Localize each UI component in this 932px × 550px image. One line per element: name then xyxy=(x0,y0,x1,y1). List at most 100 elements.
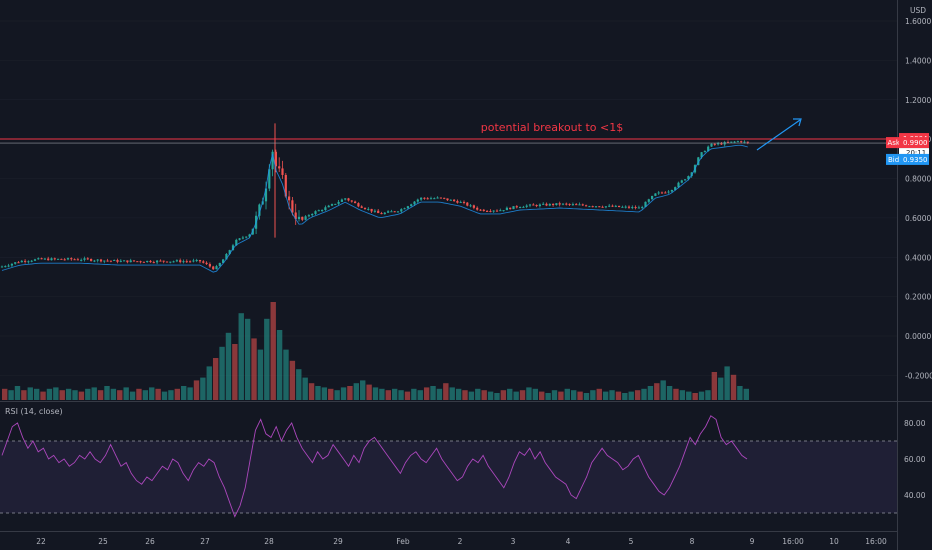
candle-body xyxy=(462,201,466,203)
volume-bar xyxy=(212,358,219,400)
candle-body xyxy=(571,204,574,206)
candle-body xyxy=(545,203,548,206)
volume-bar xyxy=(475,388,481,400)
candle-body xyxy=(443,197,446,199)
candle-body xyxy=(103,260,106,262)
candle-body xyxy=(139,261,142,263)
volume-bar xyxy=(97,390,104,400)
candle-body xyxy=(429,198,433,200)
rsi-tick-label: 60.00 xyxy=(904,455,926,464)
candle-body xyxy=(99,259,103,262)
volume-bar xyxy=(570,390,577,400)
volume-bar xyxy=(347,386,353,400)
rsi-pane[interactable] xyxy=(0,415,897,518)
candle-body xyxy=(588,206,591,208)
candle-body xyxy=(519,206,522,208)
volume-bar xyxy=(622,393,628,400)
candle-body xyxy=(330,204,334,206)
candle-body xyxy=(268,169,271,189)
candle-body xyxy=(30,260,33,262)
candle-body xyxy=(621,206,624,208)
candle-body xyxy=(278,166,281,169)
rsi-tick-label: 40.00 xyxy=(904,491,926,500)
candle-body xyxy=(284,174,287,197)
volume-bar xyxy=(526,387,532,400)
candle-body xyxy=(495,210,499,212)
candle-body xyxy=(66,258,70,260)
candle-body xyxy=(40,258,43,260)
candle-body xyxy=(538,204,541,207)
candle-body xyxy=(83,258,86,260)
candle-body xyxy=(736,141,739,143)
time-tick-label: 29 xyxy=(333,537,343,546)
candle-body xyxy=(93,260,96,262)
volume-bar xyxy=(679,390,686,400)
candle-body xyxy=(208,264,211,267)
volume-bar xyxy=(449,387,455,400)
candle-body xyxy=(707,146,710,152)
candle-body xyxy=(730,141,733,143)
candle-body xyxy=(238,238,241,240)
candle-body xyxy=(568,203,571,205)
candle-body xyxy=(387,211,390,213)
candle-body xyxy=(377,210,380,214)
breakout-arrow[interactable] xyxy=(756,118,802,151)
candle-body xyxy=(202,261,205,263)
volume-bar xyxy=(238,313,244,400)
candle-body xyxy=(565,203,568,205)
svg-text:Ask: Ask xyxy=(888,139,901,147)
candle-body xyxy=(317,210,320,212)
candle-body xyxy=(367,208,370,210)
candle-body xyxy=(344,198,347,200)
volume-bar xyxy=(577,391,583,400)
time-tick-label: 2 xyxy=(458,537,463,546)
candle-body xyxy=(76,259,79,261)
candle-body xyxy=(631,207,634,209)
candle-body xyxy=(235,239,238,246)
candle-body xyxy=(416,199,419,202)
candle-body xyxy=(509,207,512,210)
candle-body xyxy=(321,210,324,212)
candle-body xyxy=(357,203,360,207)
svg-text:0.9900: 0.9900 xyxy=(903,139,928,147)
volume-bar xyxy=(232,344,238,400)
moving-average-line xyxy=(1,144,748,273)
volume-bar xyxy=(46,388,53,400)
candle-body xyxy=(43,258,46,260)
volume-bar xyxy=(737,386,743,400)
candle-body xyxy=(228,250,231,254)
volume-bar xyxy=(155,388,161,400)
time-tick-label: 5 xyxy=(629,537,634,546)
time-tick-label: 3 xyxy=(511,537,516,546)
candle-body xyxy=(258,204,261,216)
volume-bar xyxy=(187,387,193,400)
candle-body xyxy=(24,260,27,262)
svg-text:20:11: 20:11 xyxy=(906,149,926,157)
candle-body xyxy=(618,205,621,208)
candle-body xyxy=(152,262,155,264)
candle-body xyxy=(697,157,700,166)
candle-body xyxy=(169,261,172,263)
volume-bar xyxy=(117,390,123,400)
candle-body xyxy=(241,237,244,239)
time-scale[interactable]: 22 25 26 27 28 29 Feb 2 3 4 5 8 9 16:00 10 16:00 xyxy=(36,537,887,546)
volume-bar xyxy=(673,388,679,400)
price-tick-label: 1.2000 xyxy=(905,96,931,105)
annotation-text[interactable]: potential breakout to <1$ xyxy=(481,121,623,134)
volume-bar xyxy=(666,386,673,400)
rsi-scale[interactable]: 80.00 60.00 40.00 xyxy=(904,419,926,500)
candle-body xyxy=(476,207,479,210)
volume-bar xyxy=(724,366,730,400)
candle-body xyxy=(486,210,489,212)
price-scale[interactable]: 1.60001.40001.20001.00000.80000.60000.40… xyxy=(905,17,932,380)
volume-bar xyxy=(507,388,513,400)
price-tick-label: 0.2000 xyxy=(905,293,931,302)
candle-body xyxy=(370,208,373,212)
volume-bar xyxy=(692,393,698,400)
volume-bar xyxy=(91,387,97,400)
volume-bar xyxy=(391,388,398,400)
volume-bar xyxy=(641,388,647,400)
volume-bar xyxy=(500,390,507,400)
volume-bar xyxy=(244,318,251,400)
